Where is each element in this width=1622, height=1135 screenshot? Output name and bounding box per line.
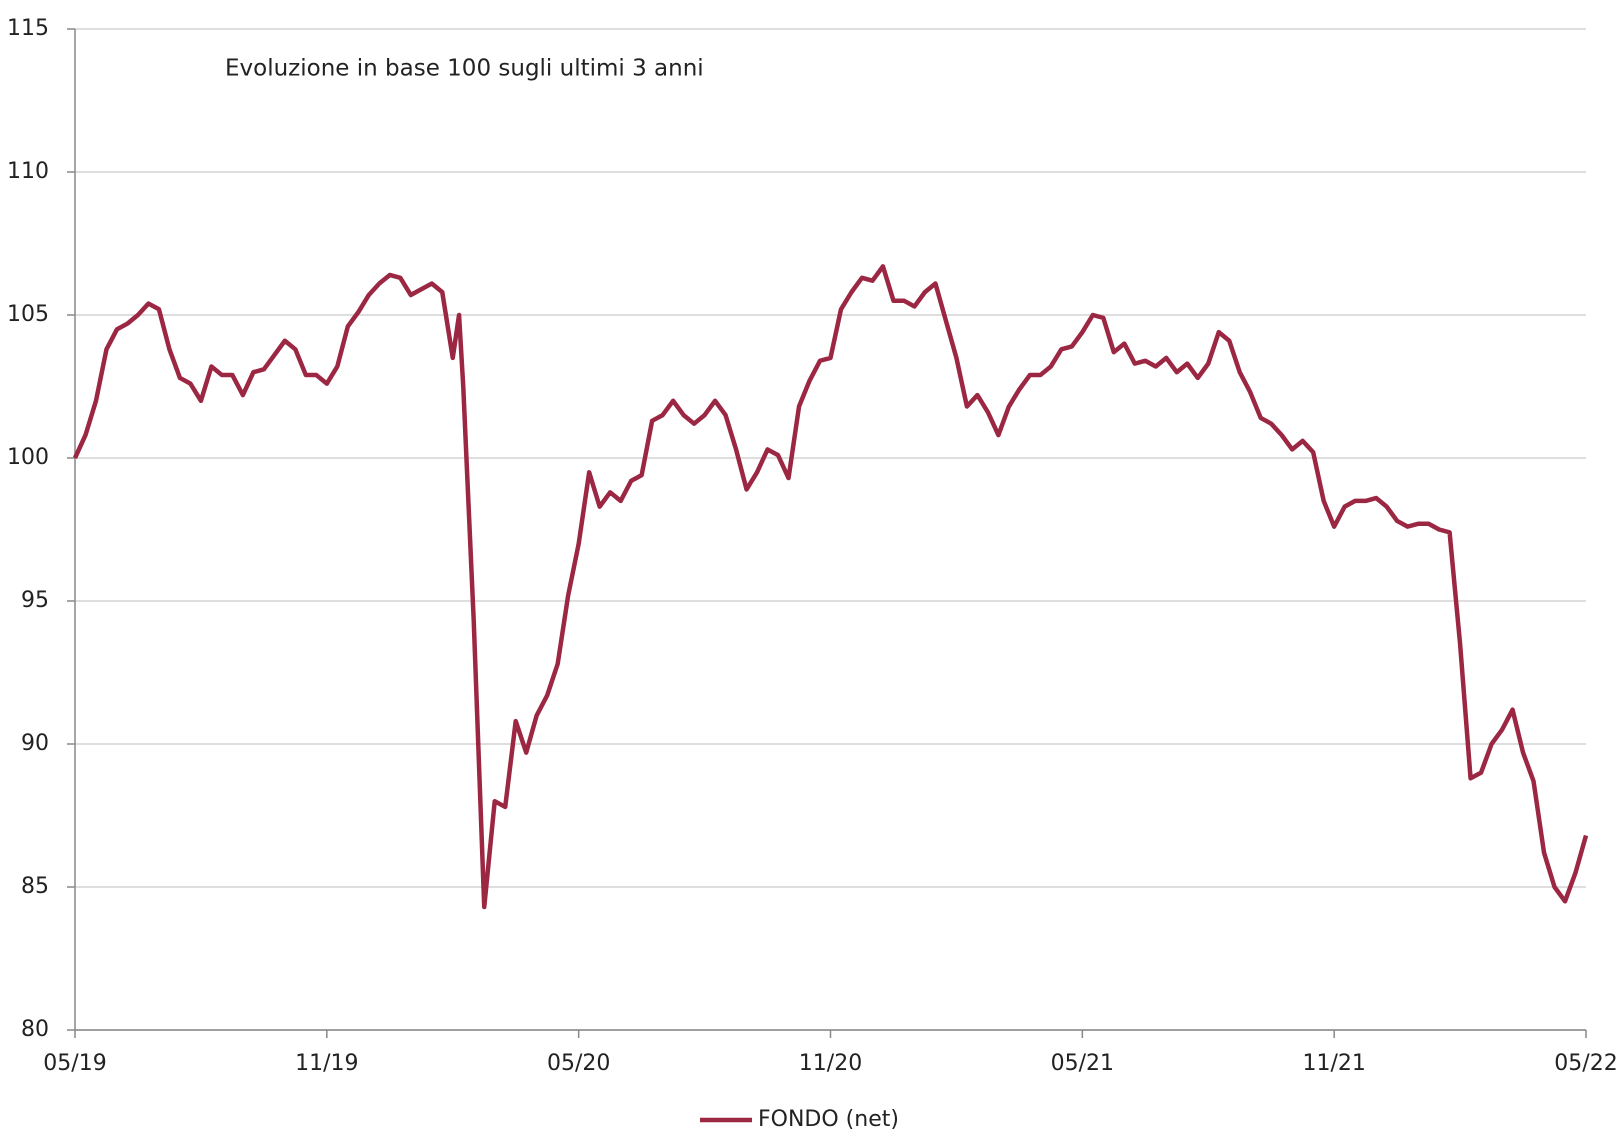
x-tick-label: 11/20 xyxy=(799,1051,862,1076)
x-tick-label: 05/22 xyxy=(1554,1051,1617,1076)
x-tick-label: 05/20 xyxy=(547,1051,610,1076)
y-tick-label: 90 xyxy=(21,731,49,756)
y-tick-label: 85 xyxy=(21,874,49,899)
y-tick-label: 100 xyxy=(7,445,49,470)
y-tick-label: 80 xyxy=(21,1017,49,1042)
y-tick-label: 95 xyxy=(21,588,49,613)
chart-title: Evoluzione in base 100 sugli ultimi 3 an… xyxy=(225,56,704,82)
y-tick-label: 105 xyxy=(7,302,49,327)
y-tick-label: 115 xyxy=(7,16,49,41)
y-tick-label: 110 xyxy=(7,159,49,184)
legend-label: FONDO (net) xyxy=(758,1107,899,1132)
line-series xyxy=(72,264,1589,910)
x-tick-label: 05/19 xyxy=(43,1051,106,1076)
x-tick-label: 05/21 xyxy=(1051,1051,1114,1076)
x-tick-label: 11/19 xyxy=(295,1051,358,1076)
x-tick-label: 11/21 xyxy=(1302,1051,1365,1076)
